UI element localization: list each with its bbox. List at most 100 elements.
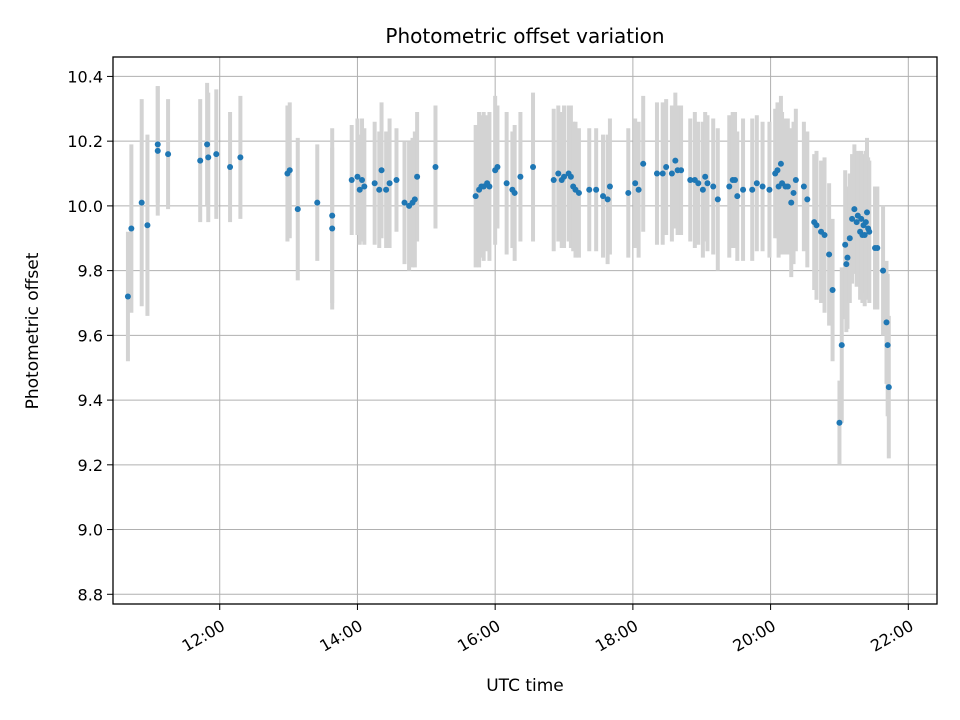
data-point: [874, 244, 881, 251]
data-point: [411, 196, 418, 203]
data-point: [740, 186, 747, 193]
data-point: [842, 241, 849, 248]
data-point: [766, 186, 773, 193]
data-point: [144, 222, 151, 229]
data-point: [329, 225, 336, 232]
data-point: [494, 164, 501, 171]
data-point: [586, 186, 593, 193]
data-point: [511, 189, 518, 196]
data-point: [653, 170, 660, 177]
data-point: [361, 183, 368, 190]
data-point: [838, 342, 845, 349]
data-point: [813, 222, 820, 229]
data-point: [885, 384, 892, 391]
data-point: [197, 157, 204, 164]
data-point: [517, 173, 524, 180]
data-point: [625, 189, 632, 196]
data-point: [640, 160, 647, 167]
data-point: [858, 215, 865, 222]
data-point: [804, 196, 811, 203]
data-point: [604, 196, 611, 203]
data-point: [632, 180, 639, 187]
y-tick-label: 10.0: [67, 197, 103, 216]
data-point: [138, 199, 145, 206]
data-point: [849, 215, 856, 222]
data-point: [356, 186, 363, 193]
data-point: [401, 199, 408, 206]
data-point: [844, 254, 851, 261]
data-point: [555, 170, 562, 177]
data-point: [672, 157, 679, 164]
x-axis-label: UTC time: [486, 676, 564, 696]
data-point: [600, 193, 607, 200]
data-point: [861, 232, 868, 239]
y-tick-label: 9.4: [78, 391, 103, 410]
data-point: [124, 293, 131, 300]
data-point: [884, 342, 891, 349]
data-point: [348, 176, 355, 183]
data-point: [663, 164, 670, 171]
data-point: [294, 206, 301, 213]
data-point: [862, 219, 869, 226]
data-point: [659, 170, 666, 177]
data-point: [329, 212, 336, 219]
data-point: [678, 167, 685, 174]
data-point: [378, 167, 385, 174]
data-point: [668, 170, 675, 177]
data-point: [702, 173, 709, 180]
data-point: [383, 186, 390, 193]
data-point: [237, 154, 244, 161]
data-point: [687, 176, 694, 183]
data-point: [204, 141, 211, 148]
data-point: [863, 209, 870, 216]
data-point: [774, 167, 781, 174]
data-point: [790, 189, 797, 196]
data-point: [567, 173, 574, 180]
chart-title: Photometric offset variation: [385, 24, 664, 48]
data-point: [846, 235, 853, 242]
data-point: [699, 186, 706, 193]
data-point: [606, 183, 613, 190]
data-point: [734, 193, 741, 200]
data-point: [486, 183, 493, 190]
y-tick-label: 9.6: [78, 326, 103, 345]
data-point: [883, 319, 890, 326]
data-point: [286, 167, 293, 174]
y-tick-label: 9.8: [78, 262, 103, 281]
data-point: [635, 186, 642, 193]
data-point: [732, 176, 739, 183]
y-tick-label: 10.2: [67, 132, 103, 151]
y-tick-label: 9.2: [78, 456, 103, 475]
data-point: [593, 186, 600, 193]
data-point: [792, 176, 799, 183]
data-point: [503, 180, 510, 187]
data-point: [414, 173, 421, 180]
data-point: [227, 164, 234, 171]
data-point: [550, 176, 557, 183]
y-axis-label: Photometric offset: [23, 252, 43, 409]
data-point: [826, 251, 833, 258]
data-point: [371, 180, 378, 187]
data-point: [376, 186, 383, 193]
data-point: [851, 206, 858, 213]
data-point: [710, 183, 717, 190]
data-point: [128, 225, 135, 232]
data-point: [432, 164, 439, 171]
data-point: [821, 232, 828, 239]
data-points: [124, 141, 892, 426]
data-point: [843, 261, 850, 268]
data-point: [393, 176, 400, 183]
data-point: [788, 199, 795, 206]
data-point: [530, 164, 537, 171]
y-axis-ticks: 8.8 9.0 9.2 9.4 9.6 9.8 10.0 10.2 10.4: [67, 67, 113, 604]
data-point: [726, 183, 733, 190]
data-point: [784, 183, 791, 190]
data-point: [866, 228, 873, 235]
data-point: [575, 189, 582, 196]
data-point: [354, 173, 361, 180]
data-point: [829, 287, 836, 294]
data-point: [880, 267, 887, 274]
data-point: [777, 160, 784, 167]
data-point: [753, 180, 760, 187]
